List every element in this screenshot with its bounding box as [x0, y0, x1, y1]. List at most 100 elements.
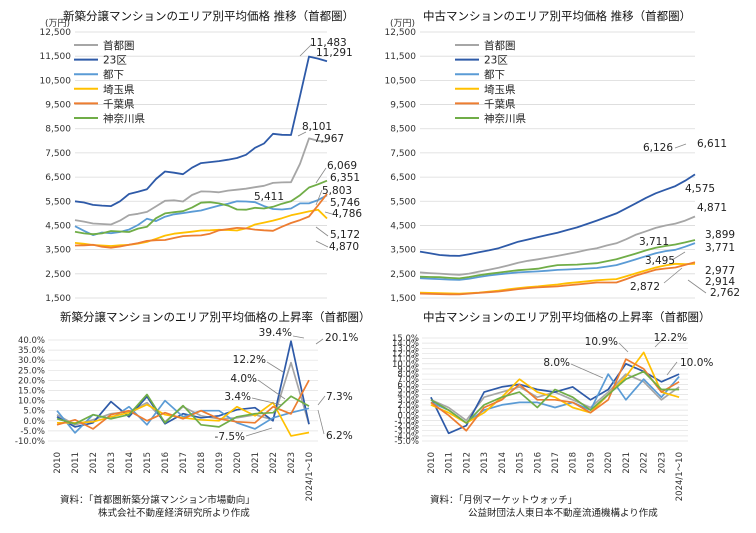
new-price-leader-line	[315, 189, 323, 206]
used-rate-xtick: 2016	[533, 452, 543, 474]
new-price-legend-label: 23区	[103, 55, 127, 67]
used-rate-ytick: 1.0%	[397, 406, 419, 416]
new-price-ytick: 3,500	[45, 246, 71, 256]
used-rate-xtick: 2024/1～10	[675, 452, 685, 501]
used-price-data-label: 3,495	[645, 255, 675, 267]
used-price-legend-label: 23区	[484, 55, 508, 67]
used-price-ytick: 4,500	[390, 221, 416, 231]
new-rate-series-4	[56, 379, 310, 430]
new-price-data-label: 5,746	[330, 197, 360, 209]
new-rate-ytick: -10.0%	[15, 437, 45, 447]
used-rate-data-label: 10.9%	[585, 336, 618, 348]
new-price-series-1	[74, 55, 328, 208]
new-rate-ytick: -5.0%	[20, 427, 45, 437]
used-rate-ytick: 13.0%	[392, 344, 419, 354]
used-rate-series-5	[430, 370, 680, 424]
used-rate-xtick: 2011	[445, 452, 455, 474]
new-rate-ytick: 35.0%	[18, 346, 45, 356]
new-price-legend-label: 都下	[103, 69, 124, 81]
used-price-series-4	[419, 261, 696, 296]
new-price-data-label: 8,101	[302, 121, 332, 133]
used-rate-ytick: 4.0%	[397, 391, 419, 401]
used-rate-ytick: 11.0%	[392, 355, 419, 365]
used-rate-ytick: -4.0%	[394, 432, 419, 442]
used-price-ytick: 10,500	[385, 76, 417, 86]
new-rate-xtick: 2018	[197, 452, 207, 474]
new-price-ytick: 9,500	[45, 101, 71, 111]
used-price-ytick: 5,500	[390, 197, 416, 207]
used-price-data-label: 4,871	[697, 202, 727, 214]
new-price-data-label: 7,967	[314, 133, 344, 145]
new-price-legend-label: 千葉県	[103, 97, 135, 110]
used-price-legend-label: 埼玉県	[484, 83, 516, 96]
used-price-data-label: 2,914	[705, 276, 735, 288]
new-rate-leader-line	[315, 338, 324, 345]
new-price-ytick: 5,500	[45, 197, 71, 207]
new-rate-leader-line	[251, 397, 283, 406]
new-price-ytick: 11,500	[40, 52, 72, 62]
source-right-line1: 資料：「月例マーケットウォッチ」	[430, 494, 577, 506]
used-rate-ytick: 15.0%	[392, 334, 419, 344]
used-price-series-2	[419, 242, 696, 281]
used-rate-xtick: 2015	[516, 452, 526, 474]
new-rate-series-3	[57, 401, 310, 437]
used-price-ytick: 8,500	[390, 125, 416, 135]
source-right-line2: 公益財団法人東日本不動産流通機構より作成	[468, 507, 658, 519]
used-price-data-label: 3,711	[639, 236, 669, 248]
used-rate-ytick: 0.0%	[397, 411, 419, 421]
new-rate-leader-line	[317, 395, 326, 406]
used-price-legend-label: 都下	[484, 69, 505, 81]
used-rate-ytick: 10.0%	[392, 360, 419, 370]
new-rate-xtick: 2015	[143, 452, 153, 474]
used-rate-ytick: 9.0%	[397, 365, 419, 375]
new-rate-xtick: 2013	[107, 452, 117, 474]
used-rate-ytick: -1.0%	[394, 416, 419, 426]
new-price-ytick: 10,500	[40, 76, 72, 86]
used-rate-xtick: 2010	[427, 452, 437, 474]
used-price-title: 中古マンションのエリア別平均価格 推移（首都圏）	[423, 9, 691, 23]
used-price-leader-line	[687, 279, 707, 294]
new-rate-xtick: 2023	[287, 452, 297, 474]
used-rate-series-3	[430, 351, 680, 424]
new-rate-xtick: 2021	[251, 452, 261, 474]
used-price-series-5	[419, 239, 696, 280]
used-rate-xtick: 2020	[604, 452, 614, 474]
used-rate-ytick: 3.0%	[397, 396, 419, 406]
used-rate-data-label: 8.0%	[543, 357, 570, 369]
used-price-legend-label: 神奈川県	[484, 112, 526, 125]
new-rate-xtick: 2019	[215, 452, 225, 474]
used-price-ytick: 9,500	[390, 101, 416, 111]
new-price-data-label: 11,291	[316, 47, 353, 59]
used-rate-xtick: 2018	[569, 452, 579, 474]
used-price-data-label: 6,611	[697, 138, 727, 150]
new-price-data-label: 11,483	[310, 37, 347, 49]
source-left-line2: 株式会社不動産経済研究所より作成	[98, 507, 250, 519]
new-price-data-label: 4,870	[329, 241, 359, 253]
used-price-ytick: 6,500	[390, 173, 416, 183]
new-price-leader-line	[299, 43, 313, 57]
new-price-legend-label: 神奈川県	[103, 112, 145, 125]
new-rate-xtick: 2020	[233, 452, 243, 474]
new-rate-ytick: 10.0%	[18, 397, 45, 407]
used-price-data-label: 4,575	[685, 183, 715, 195]
new-rate-xtick: 2022	[269, 452, 279, 474]
used-rate-xtick: 2014	[498, 452, 508, 474]
new-price-ytick: 6,500	[45, 173, 71, 183]
new-price-ytick: 8,500	[45, 125, 71, 135]
used-rate-xtick: 2013	[480, 452, 490, 474]
new-rate-data-label: -7.5%	[215, 431, 245, 443]
new-rate-ytick: 30.0%	[18, 356, 45, 366]
used-rate-ytick: -2.0%	[394, 422, 419, 432]
new-rate-leader-line	[292, 335, 305, 339]
new-rate-leader-line	[257, 379, 286, 400]
source-left-line1: 資料：「首都圏新築分譲マンション市場動向」	[60, 494, 255, 506]
new-price-data-label: 4,786	[332, 208, 362, 220]
new-price-legend-label: 埼玉県	[103, 83, 135, 96]
used-rate-data-label: 12.2%	[654, 332, 687, 344]
used-price-leader-line	[674, 143, 687, 149]
new-rate-data-label: 20.1%	[325, 332, 358, 344]
new-rate-data-label: 3.4%	[224, 391, 251, 403]
new-rate-title: 新築分譲マンションのエリア別平均価格の上昇率（首都圏）	[60, 310, 371, 324]
used-price-ytick: 11,500	[385, 52, 417, 62]
